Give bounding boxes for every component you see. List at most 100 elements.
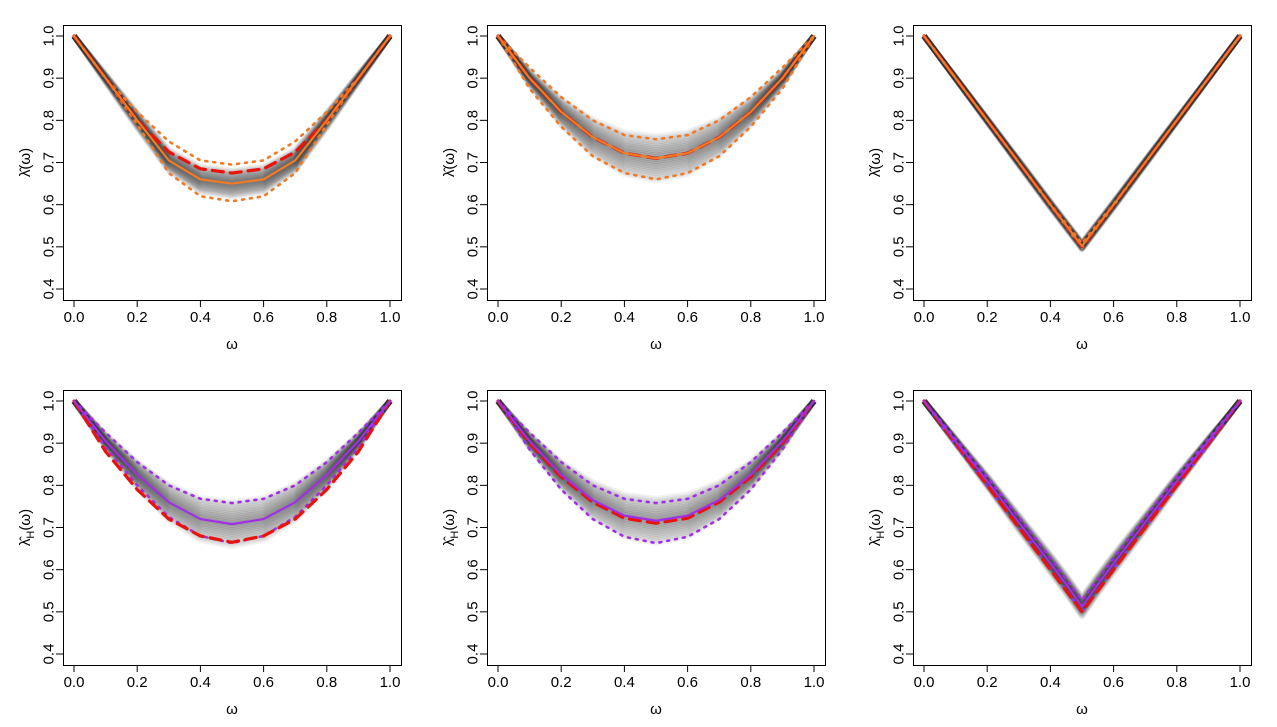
- simulation-band: [921, 34, 1243, 250]
- simulation-band: [495, 34, 817, 156]
- series-line-mean: [496, 399, 816, 522]
- plot-frame: [487, 25, 826, 301]
- simulation-band: [495, 399, 817, 520]
- simulation-band: [921, 34, 1243, 247]
- simulation-band: [495, 34, 817, 172]
- y-tick-label: 0.8: [41, 110, 58, 131]
- y-tick-label: 0.8: [891, 475, 908, 496]
- x-tick-label: 1.0: [804, 674, 825, 691]
- series-line-lower: [72, 399, 392, 545]
- simulation-band: [71, 398, 393, 511]
- series-line-true: [496, 399, 816, 525]
- simulation-band: [921, 34, 1243, 248]
- simulation-band: [921, 399, 1243, 618]
- x-tick-label: 0.8: [1166, 674, 1187, 691]
- series-line-mean: [922, 34, 1242, 248]
- y-tick-label: 1.0: [891, 26, 908, 47]
- series-line-lower: [922, 399, 1242, 614]
- series-line-lower: [72, 34, 392, 203]
- simulation-band: [921, 34, 1243, 252]
- series-line-upper: [922, 399, 1242, 602]
- plot-frame: [63, 390, 402, 666]
- simulation-band: [71, 34, 393, 180]
- y-tick-label: 0.8: [465, 475, 482, 496]
- simulation-band: [921, 34, 1243, 253]
- panel-bottom-left: 0.0 0.2 0.4 0.6 0.8 1.0 0.4 0.5 0.6 0.7 0.8 0.9 1.0 ω…: [17, 390, 402, 718]
- simulation-band: [921, 399, 1243, 612]
- simulation-band: [495, 399, 817, 534]
- series-line-mean: [922, 399, 1242, 608]
- simulation-band: [921, 399, 1243, 610]
- simulation-band: [921, 34, 1243, 251]
- y-tick-label: 0.4: [465, 644, 482, 665]
- simulation-band: [495, 399, 817, 513]
- simulation-band: [71, 399, 393, 541]
- y-tick-label: 0.8: [891, 110, 908, 131]
- series-line-true: [922, 399, 1242, 614]
- y-tick-label: 0.5: [465, 601, 482, 622]
- x-tick-label: 0.2: [551, 674, 572, 691]
- y-tick-label: 0.9: [41, 68, 58, 89]
- y-tick-label: 0.9: [465, 433, 482, 454]
- x-tick-label: 1.0: [1230, 674, 1251, 691]
- simulation-band: [71, 34, 393, 200]
- simulation-band: [495, 34, 817, 147]
- simulation-band: [921, 34, 1243, 248]
- simulation-band: [921, 34, 1243, 253]
- x-tick-label: 0.0: [64, 309, 85, 326]
- x-tick-label: 0.8: [316, 309, 337, 326]
- x-tick-label: 0.2: [977, 309, 998, 326]
- simulation-band: [71, 398, 393, 505]
- x-tick-label: 0.4: [190, 309, 211, 326]
- x-axis-label: ω: [1076, 336, 1088, 353]
- simulation-band: [495, 399, 817, 509]
- simulation-band: [921, 399, 1243, 615]
- y-tick-label: 0.4: [41, 644, 58, 665]
- simulation-band: [495, 34, 817, 175]
- simulation-band: [921, 34, 1243, 252]
- y-axis-label: λ̂(ω): [17, 148, 34, 177]
- x-axis-label: ω: [650, 701, 662, 718]
- simulation-band: [921, 34, 1243, 252]
- x-axis-label: ω: [650, 336, 662, 353]
- simulation-band: [921, 399, 1243, 620]
- simulation-band: [71, 399, 393, 523]
- simulation-band: [495, 34, 817, 141]
- y-axis-label: λ̂H(ω): [441, 509, 462, 546]
- simulation-band: [495, 34, 817, 184]
- series-line-lower: [922, 34, 1242, 249]
- simulation-band: [495, 34, 817, 148]
- simulation-band: [71, 399, 393, 521]
- y-tick-label: 0.4: [891, 644, 908, 665]
- y-tick-label: 0.9: [41, 433, 58, 454]
- series-line-upper: [72, 34, 392, 166]
- x-tick-label: 0.4: [614, 674, 635, 691]
- simulation-band: [921, 399, 1243, 608]
- simulation-band: [921, 34, 1243, 250]
- x-tick-label: 0.0: [914, 674, 935, 691]
- y-axis-label: λ̂H(ω): [17, 509, 38, 546]
- simulation-band: [71, 34, 393, 181]
- x-tick-label: 1.0: [804, 309, 825, 326]
- x-tick-label: 0.8: [740, 674, 761, 691]
- simulation-band: [921, 399, 1243, 607]
- plot-area: [921, 34, 1243, 253]
- x-tick-label: 0.6: [1103, 674, 1124, 691]
- simulation-band: [921, 34, 1243, 246]
- panel-bottom-middle: 0.0 0.2 0.4 0.6 0.8 1.0 0.4 0.5 0.6 0.7 0.8 0.9 1.0 ω…: [441, 390, 826, 718]
- simulation-band: [495, 399, 817, 538]
- simulation-band: [495, 34, 817, 180]
- simulation-band: [921, 399, 1243, 608]
- simulation-band: [495, 34, 817, 179]
- simulation-band: [71, 399, 393, 518]
- y-tick-label: 0.5: [465, 236, 482, 257]
- y-tick-label: 0.7: [41, 152, 58, 173]
- simulation-band: [921, 399, 1243, 619]
- y-tick-label: 1.0: [41, 391, 58, 412]
- simulation-band: [495, 34, 817, 182]
- x-tick-label: 0.8: [740, 309, 761, 326]
- simulation-band: [495, 34, 817, 152]
- simulation-band: [71, 399, 393, 516]
- simulation-band: [921, 399, 1243, 603]
- simulation-band: [495, 399, 817, 511]
